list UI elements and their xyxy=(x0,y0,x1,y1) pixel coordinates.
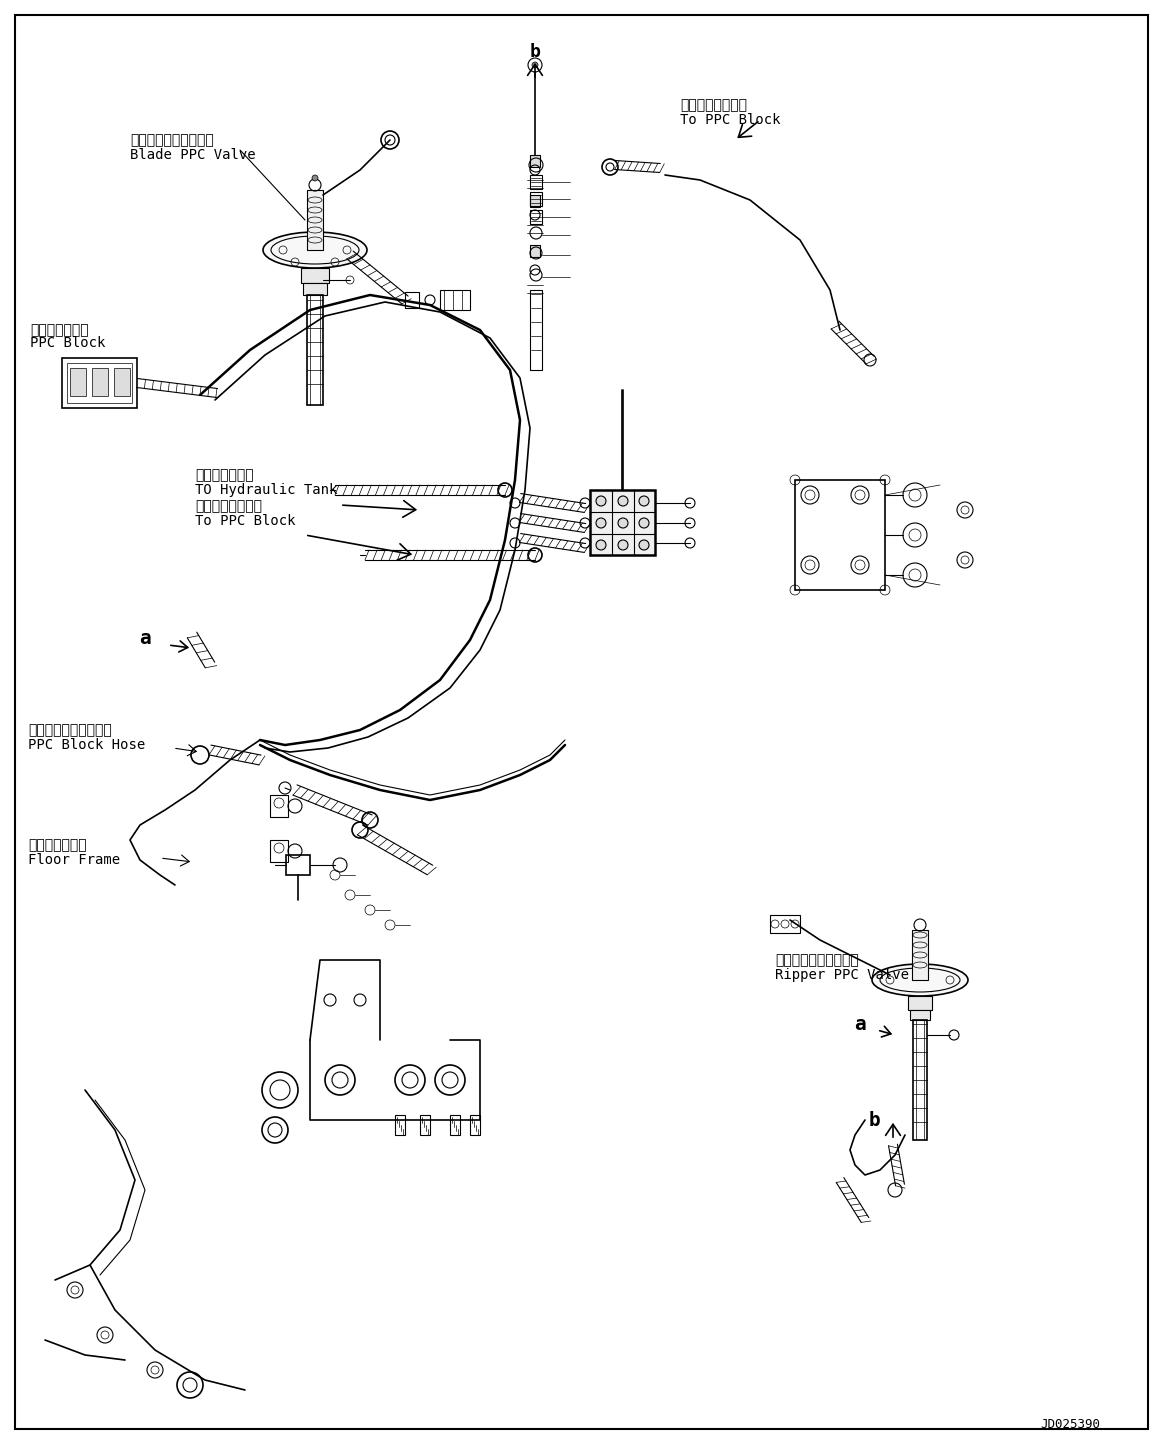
Text: To PPC Block: To PPC Block xyxy=(680,113,780,127)
Text: ＰＰＣブロックへ: ＰＰＣブロックへ xyxy=(680,98,747,113)
Bar xyxy=(307,191,323,250)
Bar xyxy=(405,292,419,308)
Circle shape xyxy=(312,175,317,180)
Bar xyxy=(420,1115,430,1135)
Text: a: a xyxy=(854,1015,866,1034)
Text: ＰＰＣブロック: ＰＰＣブロック xyxy=(30,323,88,336)
Bar xyxy=(304,283,327,295)
Bar xyxy=(67,362,131,403)
Bar xyxy=(913,1019,927,1139)
Bar xyxy=(908,996,932,1009)
Circle shape xyxy=(638,495,649,505)
Bar xyxy=(795,479,885,591)
Circle shape xyxy=(618,518,628,529)
Text: ＰＰＣブロックホース: ＰＰＣブロックホース xyxy=(28,723,112,736)
Bar xyxy=(470,1115,480,1135)
Text: b: b xyxy=(869,1110,880,1129)
Bar xyxy=(92,368,108,396)
Bar xyxy=(912,930,928,980)
Bar xyxy=(530,290,542,370)
Text: リッパ　ＰＰＣバルブ: リッパ ＰＰＣバルブ xyxy=(775,953,858,967)
Bar xyxy=(590,490,655,554)
Bar xyxy=(530,209,542,224)
Text: 作動油タンクへ: 作動油タンクへ xyxy=(195,468,254,482)
Bar xyxy=(909,1009,930,1019)
Text: PPC Block: PPC Block xyxy=(30,336,106,349)
Circle shape xyxy=(618,540,628,550)
Text: To PPC Block: To PPC Block xyxy=(195,514,295,529)
Bar xyxy=(530,192,542,206)
Ellipse shape xyxy=(872,965,968,996)
Text: Ripper PPC Valve: Ripper PPC Valve xyxy=(775,967,909,982)
Bar xyxy=(530,195,540,206)
Bar xyxy=(114,368,130,396)
Text: Floor Frame: Floor Frame xyxy=(28,853,120,866)
Circle shape xyxy=(595,495,606,505)
Text: b: b xyxy=(529,43,541,61)
Bar xyxy=(450,1115,461,1135)
Bar xyxy=(270,796,288,817)
Text: PPC Block Hose: PPC Block Hose xyxy=(28,738,145,752)
Bar xyxy=(530,245,540,257)
Circle shape xyxy=(638,518,649,529)
Text: ブレードＰＰＣバルブ: ブレードＰＰＣバルブ xyxy=(130,133,214,147)
Bar xyxy=(530,175,542,189)
Circle shape xyxy=(595,518,606,529)
Bar xyxy=(301,269,329,283)
Circle shape xyxy=(531,62,538,68)
Bar xyxy=(270,840,288,862)
Circle shape xyxy=(638,540,649,550)
Bar xyxy=(530,155,540,168)
Text: ＰＰＣブロックへ: ＰＰＣブロックへ xyxy=(195,500,262,513)
Text: a: a xyxy=(140,628,151,647)
Text: フロアフレーム: フロアフレーム xyxy=(28,838,86,852)
Text: TO Hydraulic Tank: TO Hydraulic Tank xyxy=(195,482,337,497)
Text: Blade PPC Valve: Blade PPC Valve xyxy=(130,147,256,162)
Bar xyxy=(62,358,137,409)
Bar xyxy=(70,368,86,396)
Bar xyxy=(286,855,311,875)
Circle shape xyxy=(618,495,628,505)
Bar xyxy=(770,915,800,933)
Ellipse shape xyxy=(263,232,368,269)
Bar xyxy=(440,290,470,310)
Text: JD025390: JD025390 xyxy=(1040,1418,1100,1431)
Bar xyxy=(307,295,323,404)
Circle shape xyxy=(595,540,606,550)
Bar xyxy=(395,1115,405,1135)
